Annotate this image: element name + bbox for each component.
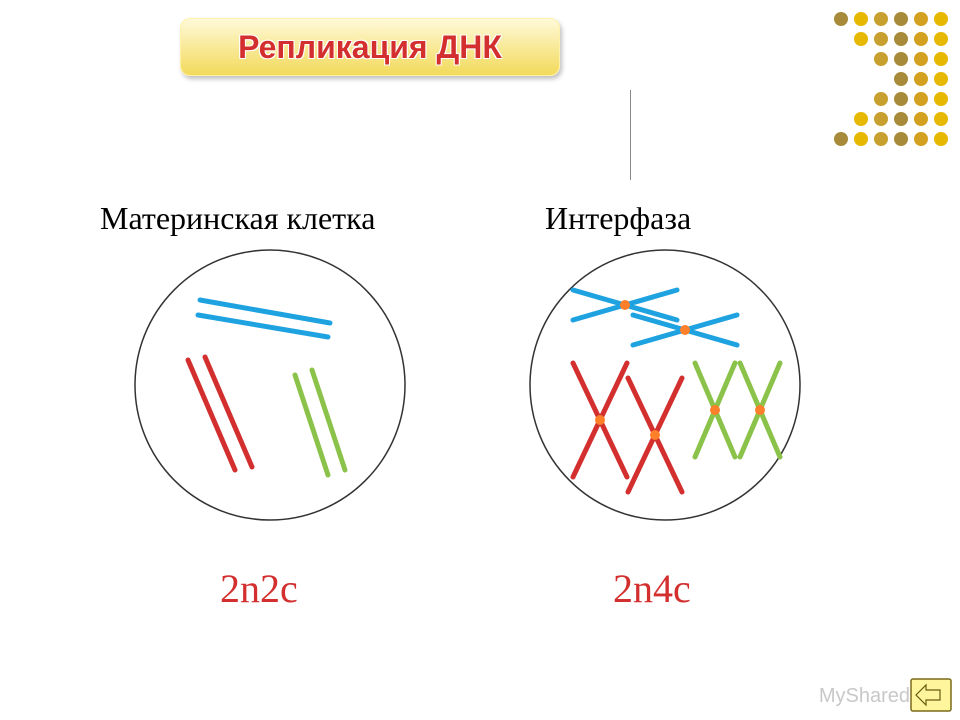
- decorative-dot: [874, 32, 888, 46]
- decorative-dot: [914, 52, 928, 66]
- decorative-dot: [934, 32, 948, 46]
- cell-mother: [130, 245, 410, 525]
- decorative-dot: [934, 132, 948, 146]
- back-button[interactable]: [910, 678, 952, 712]
- decorative-dot: [874, 132, 888, 146]
- decorative-dot: [894, 132, 908, 146]
- decorative-dot: [934, 52, 948, 66]
- title-box: Репликация ДНК: [180, 18, 560, 76]
- decorative-dot: [914, 92, 928, 106]
- decorative-dot: [914, 72, 928, 86]
- decorative-dot: [834, 12, 848, 26]
- formula-right: 2n4c: [613, 565, 691, 612]
- cell-interphase: [525, 245, 805, 525]
- decorative-dot: [934, 12, 948, 26]
- decorative-dot: [854, 112, 868, 126]
- decorative-dot: [894, 72, 908, 86]
- decorative-dot: [894, 112, 908, 126]
- decorative-dot-grid: [834, 12, 948, 152]
- decorative-dot: [894, 12, 908, 26]
- decorative-dot: [874, 52, 888, 66]
- decorative-dot: [894, 92, 908, 106]
- decorative-dot: [914, 112, 928, 126]
- decorative-dot: [914, 32, 928, 46]
- label-right: Интерфаза: [545, 200, 691, 237]
- decorative-dot: [914, 132, 928, 146]
- decorative-dot: [874, 12, 888, 26]
- title-text: Репликация ДНК: [238, 29, 502, 66]
- decorative-dot: [934, 72, 948, 86]
- formula-left: 2n2c: [220, 565, 298, 612]
- decorative-dot: [854, 12, 868, 26]
- decorative-dot: [874, 92, 888, 106]
- decorative-dot: [874, 112, 888, 126]
- watermark: MyShared: [819, 685, 910, 708]
- decorative-dot: [854, 32, 868, 46]
- decorative-dot: [914, 12, 928, 26]
- divider-line: [630, 90, 631, 180]
- decorative-dot: [934, 112, 948, 126]
- decorative-dot: [934, 92, 948, 106]
- decorative-dot: [854, 132, 868, 146]
- decorative-dot: [894, 32, 908, 46]
- label-left: Материнская клетка: [100, 200, 375, 237]
- decorative-dot: [834, 132, 848, 146]
- decorative-dot: [894, 52, 908, 66]
